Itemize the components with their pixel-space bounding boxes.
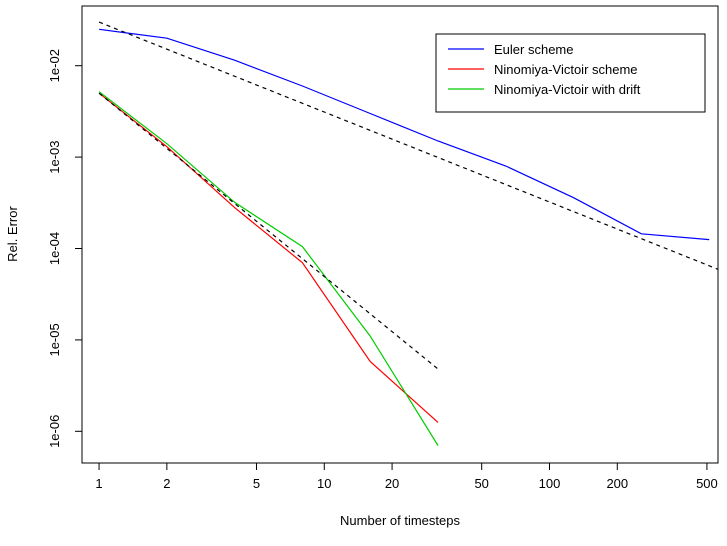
y-tick-label: 1e-06 xyxy=(47,415,62,448)
y-tick-label: 1e-04 xyxy=(47,232,62,265)
x-tick-label: 1 xyxy=(95,476,102,491)
x-axis-title: Number of timesteps xyxy=(340,513,460,528)
x-tick-label: 2 xyxy=(163,476,170,491)
legend-box xyxy=(435,33,706,113)
x-tick-label: 5 xyxy=(253,476,260,491)
legend-label: Euler scheme xyxy=(494,42,573,57)
legend-label: Ninomiya-Victoir with drift xyxy=(494,82,641,97)
y-tick-label: 1e-02 xyxy=(47,49,62,82)
legend: Euler scheme Ninomiya-Victoir scheme Ninom… xyxy=(435,33,706,113)
x-axis: 1 2 5 10 20 50 100 200 500 xyxy=(95,462,718,491)
x-tick-label: 50 xyxy=(474,476,488,491)
series-line-2 xyxy=(98,92,439,423)
reference-line-1 xyxy=(98,21,719,270)
x-tick-label: 100 xyxy=(539,476,561,491)
x-tick-label: 500 xyxy=(696,476,718,491)
x-tick-label: 200 xyxy=(606,476,628,491)
y-tick-label: 1e-05 xyxy=(47,323,62,356)
series-layer xyxy=(98,21,719,446)
legend-label: Ninomiya-Victoir scheme xyxy=(494,62,638,77)
y-axis: 1e-06 1e-05 1e-04 1e-03 1e-02 xyxy=(47,49,83,448)
x-tick-label: 10 xyxy=(317,476,331,491)
y-axis-title: Rel. Error xyxy=(5,206,20,262)
y-tick-label: 1e-03 xyxy=(47,140,62,173)
series-line-3 xyxy=(98,91,439,446)
x-tick-label: 20 xyxy=(385,476,399,491)
reference-line-2 xyxy=(98,92,439,370)
series-line-1 xyxy=(99,28,710,241)
